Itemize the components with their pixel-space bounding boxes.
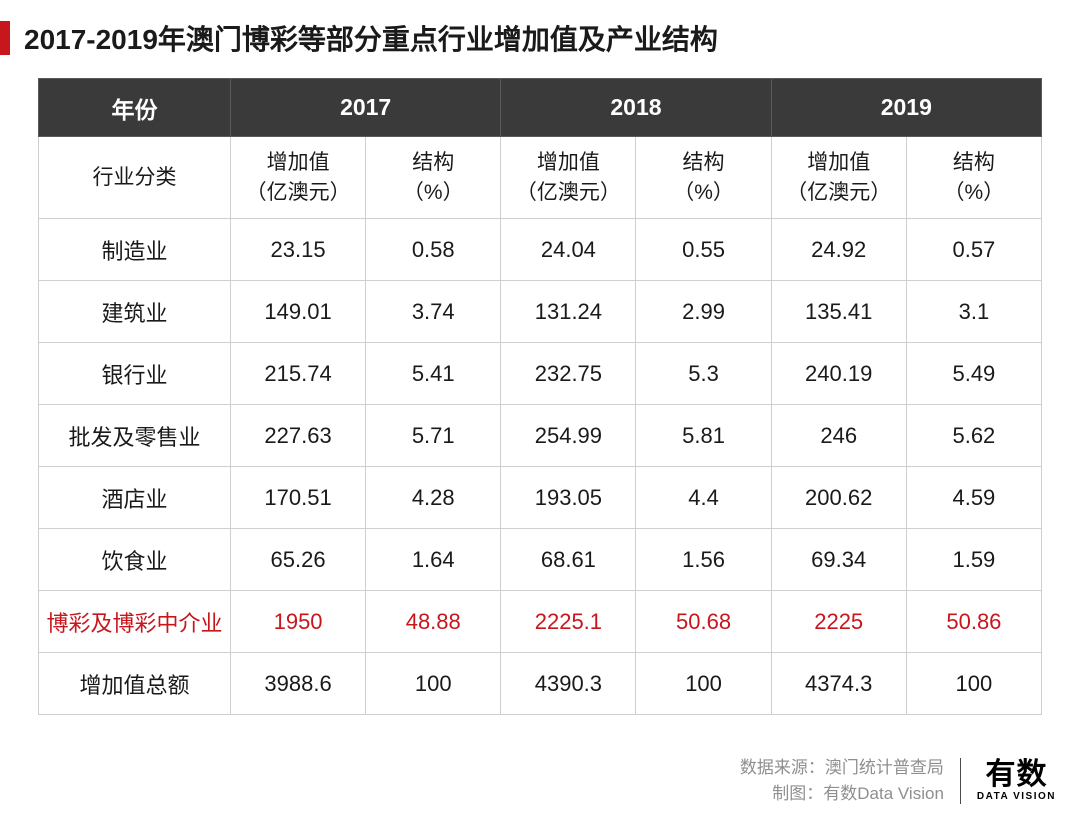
struct-2019-cell: 5.49 (906, 343, 1041, 405)
value-2017-cell: 215.74 (231, 343, 366, 405)
struct-2019-cell: 0.57 (906, 219, 1041, 281)
category-header-label: 行业分类 (39, 137, 231, 219)
value-2018-cell: 193.05 (501, 467, 636, 529)
struct-2018-cell: 5.3 (636, 343, 771, 405)
struct-2017-cell: 100 (366, 653, 501, 715)
value-2019-cell: 200.62 (771, 467, 906, 529)
struct-2017-cell: 3.74 (366, 281, 501, 343)
category-cell: 博彩及博彩中介业 (39, 591, 231, 653)
struct-2018-cell: 100 (636, 653, 771, 715)
title-bar: 2017-2019年澳门博彩等部分重点行业增加值及产业结构 (0, 18, 1080, 58)
value-2018-cell: 131.24 (501, 281, 636, 343)
footer-chart-line: 制图：有数Data Vision (740, 781, 944, 807)
category-cell: 饮食业 (39, 529, 231, 591)
struct-2017-cell: 5.71 (366, 405, 501, 467)
struct-2017-cell: 0.58 (366, 219, 501, 281)
table-row: 饮食业65.261.6468.611.5669.341.59 (39, 529, 1042, 591)
value-2018-cell: 232.75 (501, 343, 636, 405)
category-cell: 建筑业 (39, 281, 231, 343)
logo-en: DATA VISION (977, 792, 1056, 802)
struct-2018-cell: 50.68 (636, 591, 771, 653)
struct-2019-cell: 100 (906, 653, 1041, 715)
chart-label: 制图： (772, 784, 823, 803)
subcol-value-2017: 增加值（亿澳元） (231, 137, 366, 219)
value-2018-cell: 24.04 (501, 219, 636, 281)
struct-2017-cell: 4.28 (366, 467, 501, 529)
value-2019-cell: 4374.3 (771, 653, 906, 715)
value-2019-cell: 2225 (771, 591, 906, 653)
struct-2017-cell: 5.41 (366, 343, 501, 405)
subcol-struct-2018: 结构（%） (636, 137, 771, 219)
struct-2018-cell: 4.4 (636, 467, 771, 529)
value-2019-cell: 135.41 (771, 281, 906, 343)
year-2017: 2017 (231, 79, 501, 137)
category-cell: 增加值总额 (39, 653, 231, 715)
struct-2018-cell: 5.81 (636, 405, 771, 467)
value-2017-cell: 149.01 (231, 281, 366, 343)
struct-2017-cell: 1.64 (366, 529, 501, 591)
footer-source-line: 数据来源：澳门统计普查局 (740, 755, 944, 781)
subcol-value-2019: 增加值（亿澳元） (771, 137, 906, 219)
value-2019-cell: 24.92 (771, 219, 906, 281)
table-row: 制造业23.150.5824.040.5524.920.57 (39, 219, 1042, 281)
year-2019: 2019 (771, 79, 1041, 137)
value-2019-cell: 240.19 (771, 343, 906, 405)
data-table: 年份 2017 2018 2019 行业分类 增加值（亿澳元） 结构（%） 增加… (38, 78, 1042, 715)
year-header-label: 年份 (39, 79, 231, 137)
struct-2018-cell: 1.56 (636, 529, 771, 591)
category-cell: 酒店业 (39, 467, 231, 529)
value-2018-cell: 254.99 (501, 405, 636, 467)
accent-bar (0, 21, 10, 55)
chart-value: 有数Data Vision (823, 784, 944, 803)
value-2019-cell: 69.34 (771, 529, 906, 591)
struct-2019-cell: 4.59 (906, 467, 1041, 529)
struct-2019-cell: 3.1 (906, 281, 1041, 343)
category-cell: 银行业 (39, 343, 231, 405)
struct-2017-cell: 48.88 (366, 591, 501, 653)
subcol-struct-2017: 结构（%） (366, 137, 501, 219)
struct-2019-cell: 5.62 (906, 405, 1041, 467)
table-row: 增加值总额3988.61004390.31004374.3100 (39, 653, 1042, 715)
footer-credits: 数据来源：澳门统计普查局 制图：有数Data Vision (740, 755, 944, 806)
subcol-value-2018: 增加值（亿澳元） (501, 137, 636, 219)
subcol-struct-2019: 结构（%） (906, 137, 1041, 219)
table-header-years: 年份 2017 2018 2019 (39, 79, 1042, 137)
value-2018-cell: 4390.3 (501, 653, 636, 715)
table-row: 酒店业170.514.28193.054.4200.624.59 (39, 467, 1042, 529)
struct-2019-cell: 50.86 (906, 591, 1041, 653)
value-2017-cell: 3988.6 (231, 653, 366, 715)
value-2017-cell: 170.51 (231, 467, 366, 529)
footer-divider (960, 758, 961, 804)
category-cell: 制造业 (39, 219, 231, 281)
year-2018: 2018 (501, 79, 771, 137)
table-container: 年份 2017 2018 2019 行业分类 增加值（亿澳元） 结构（%） 增加… (0, 78, 1080, 715)
table-header-subcols: 行业分类 增加值（亿澳元） 结构（%） 增加值（亿澳元） 结构（%） 增加值（亿… (39, 137, 1042, 219)
table-body: 制造业23.150.5824.040.5524.920.57建筑业149.013… (39, 219, 1042, 715)
value-2017-cell: 1950 (231, 591, 366, 653)
struct-2018-cell: 2.99 (636, 281, 771, 343)
logo-cn: 有数 (985, 760, 1047, 790)
table-row: 博彩及博彩中介业195048.882225.150.68222550.86 (39, 591, 1042, 653)
value-2018-cell: 68.61 (501, 529, 636, 591)
table-row: 建筑业149.013.74131.242.99135.413.1 (39, 281, 1042, 343)
table-row: 银行业215.745.41232.755.3240.195.49 (39, 343, 1042, 405)
value-2018-cell: 2225.1 (501, 591, 636, 653)
brand-logo: 有数 DATA VISION (977, 760, 1056, 802)
source-value: 澳门统计普查局 (825, 758, 944, 777)
struct-2018-cell: 0.55 (636, 219, 771, 281)
table-row: 批发及零售业227.635.71254.995.812465.62 (39, 405, 1042, 467)
footer: 数据来源：澳门统计普查局 制图：有数Data Vision 有数 DATA VI… (740, 755, 1056, 806)
category-cell: 批发及零售业 (39, 405, 231, 467)
value-2017-cell: 227.63 (231, 405, 366, 467)
value-2019-cell: 246 (771, 405, 906, 467)
page-title: 2017-2019年澳门博彩等部分重点行业增加值及产业结构 (24, 18, 718, 58)
struct-2019-cell: 1.59 (906, 529, 1041, 591)
value-2017-cell: 23.15 (231, 219, 366, 281)
source-label: 数据来源： (740, 758, 825, 777)
value-2017-cell: 65.26 (231, 529, 366, 591)
